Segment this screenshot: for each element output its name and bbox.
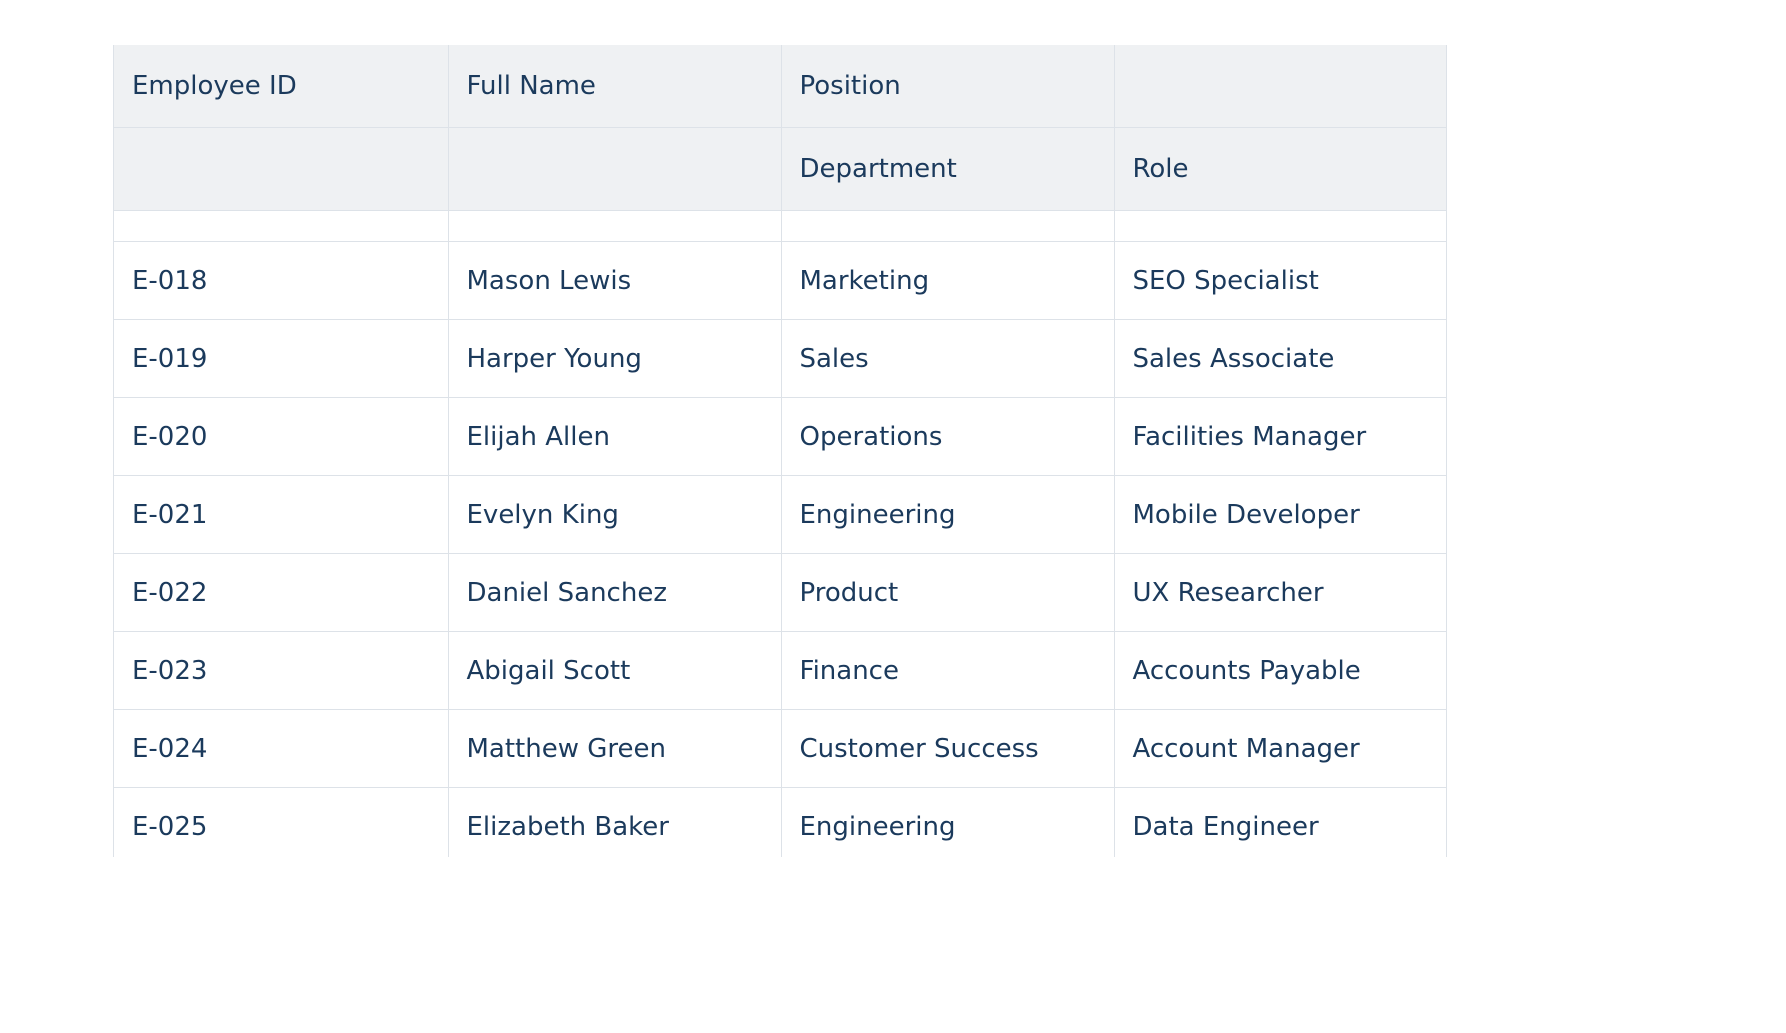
cell-full-name: Mason Lewis (448, 241, 782, 320)
cell-role: Mobile Developer (1114, 475, 1446, 554)
cell-employee-id: E-025 (114, 787, 449, 857)
table-row-clipped[interactable] (114, 210, 1446, 242)
cell-employee-id: E-022 (114, 553, 449, 632)
cell-full-name: Daniel Sanchez (448, 553, 782, 632)
cell-full-name: Matthew Green (448, 709, 782, 788)
table-header-row-1: Employee ID Full Name Position (114, 45, 1446, 128)
cell-department: Product (781, 553, 1115, 632)
column-header-department[interactable]: Department (781, 127, 1115, 211)
cell-department: Operations (781, 397, 1115, 476)
cell-department: Marketing (781, 241, 1115, 320)
table-header: Employee ID Full Name Position Departmen… (114, 45, 1446, 211)
column-header-role[interactable]: Role (1114, 127, 1446, 211)
table-body: E-018 Mason Lewis Marketing SEO Speciali… (114, 210, 1446, 857)
cell-full-name: Evelyn King (448, 475, 782, 554)
column-subheader-spacer-full-name (448, 127, 782, 211)
table-row[interactable]: E-025 Elizabeth Baker Engineering Data E… (114, 787, 1446, 857)
table-row[interactable]: E-021 Evelyn King Engineering Mobile Dev… (114, 475, 1446, 554)
table-row[interactable]: E-020 Elijah Allen Operations Facilities… (114, 397, 1446, 476)
cell-full-name (448, 210, 782, 242)
column-header-employee-id[interactable]: Employee ID (114, 45, 449, 128)
cell-department: Sales (781, 319, 1115, 398)
cell-role: Account Manager (1114, 709, 1446, 788)
cell-full-name: Abigail Scott (448, 631, 782, 710)
table-row[interactable]: E-024 Matthew Green Customer Success Acc… (114, 709, 1446, 788)
cell-department: Customer Success (781, 709, 1115, 788)
table-row[interactable]: E-022 Daniel Sanchez Product UX Research… (114, 553, 1446, 632)
cell-role: SEO Specialist (1114, 241, 1446, 320)
employee-table-viewport[interactable]: Employee ID Full Name Position Departmen… (113, 45, 1447, 857)
table-row[interactable]: E-018 Mason Lewis Marketing SEO Speciali… (114, 241, 1446, 320)
cell-department (781, 210, 1115, 242)
column-header-position-group[interactable]: Position (781, 45, 1115, 128)
cell-role: Facilities Manager (1114, 397, 1446, 476)
cell-department: Finance (781, 631, 1115, 710)
table-row[interactable]: E-019 Harper Young Sales Sales Associate (114, 319, 1446, 398)
cell-employee-id: E-024 (114, 709, 449, 788)
cell-employee-id: E-020 (114, 397, 449, 476)
cell-role: Sales Associate (1114, 319, 1446, 398)
cell-department: Engineering (781, 787, 1115, 857)
cell-role (1114, 210, 1446, 242)
cell-employee-id: E-023 (114, 631, 449, 710)
cell-department: Engineering (781, 475, 1115, 554)
cell-role: UX Researcher (1114, 553, 1446, 632)
cell-employee-id: E-021 (114, 475, 449, 554)
cell-full-name: Harper Young (448, 319, 782, 398)
column-header-spacer-top-right (1114, 45, 1446, 128)
table-row[interactable]: E-023 Abigail Scott Finance Accounts Pay… (114, 631, 1446, 710)
cell-role: Data Engineer (1114, 787, 1446, 857)
table-header-row-2: Department Role (114, 127, 1446, 211)
cell-full-name: Elizabeth Baker (448, 787, 782, 857)
employee-table: Employee ID Full Name Position Departmen… (114, 45, 1446, 857)
cell-full-name: Elijah Allen (448, 397, 782, 476)
cell-role: Accounts Payable (1114, 631, 1446, 710)
cell-employee-id: E-019 (114, 319, 449, 398)
cell-employee-id (114, 210, 449, 242)
cell-employee-id: E-018 (114, 241, 449, 320)
column-header-full-name[interactable]: Full Name (448, 45, 782, 128)
column-subheader-spacer-employee-id (114, 127, 449, 211)
